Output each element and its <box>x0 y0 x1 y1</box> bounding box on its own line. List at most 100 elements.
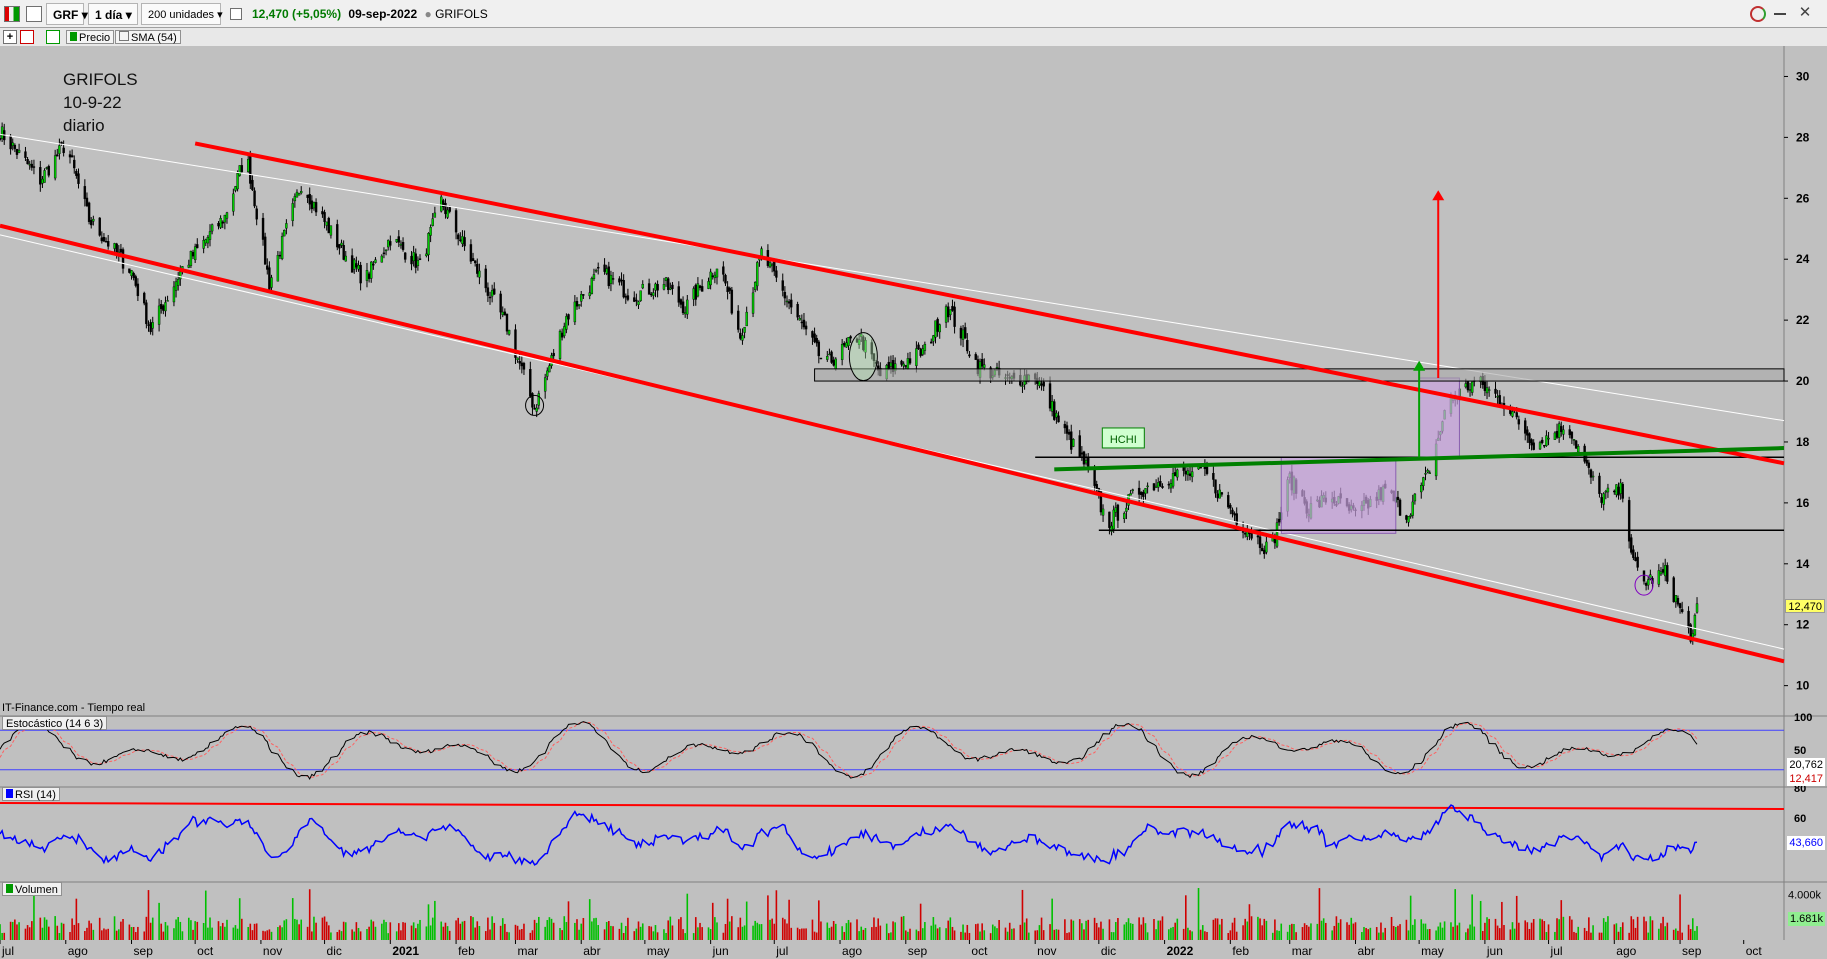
minimize-icon[interactable] <box>1774 13 1786 15</box>
candle <box>936 318 939 332</box>
volume-bar <box>1392 926 1395 940</box>
volume-bar <box>26 925 29 940</box>
volume-bar <box>504 923 506 940</box>
candle <box>683 312 687 315</box>
volume-bar <box>151 917 154 940</box>
volume-bar <box>1348 924 1350 940</box>
candlestick-chart-icon[interactable] <box>4 6 20 22</box>
info-icon[interactable] <box>230 8 242 20</box>
stochastic-title[interactable]: Estocástico (14 6 3) <box>2 716 108 730</box>
remove-indicator-icon[interactable] <box>20 30 34 44</box>
candle <box>633 297 636 302</box>
volume-bar <box>357 927 360 940</box>
candle <box>1078 435 1081 457</box>
rsi-title[interactable]: RSI (14) <box>2 787 60 801</box>
candle <box>300 191 303 194</box>
volume-bar <box>743 925 746 940</box>
candle <box>739 332 742 339</box>
price-indicator-chip[interactable]: Precio <box>66 30 115 44</box>
candle <box>456 234 460 240</box>
volume-bar <box>277 927 279 940</box>
volume-bar <box>994 926 996 940</box>
volume-bar <box>686 893 689 940</box>
candle <box>1600 497 1603 503</box>
candle <box>558 330 562 359</box>
volume-bar <box>1172 926 1174 940</box>
stochastic-panel-bg <box>0 717 1784 783</box>
volume-bar <box>849 922 852 940</box>
volume-bar <box>641 923 644 940</box>
interval-selector[interactable]: 1 día ▾ <box>88 3 138 25</box>
candle <box>15 149 19 155</box>
candle <box>1468 389 1472 391</box>
candle <box>773 260 776 272</box>
volume-bar <box>1081 923 1083 940</box>
candle <box>56 154 59 157</box>
volume-bar <box>947 920 950 940</box>
y-tick-label: 18 <box>1796 435 1810 449</box>
candle <box>162 305 165 311</box>
volume-bar <box>546 920 549 940</box>
volume-bar <box>194 921 196 940</box>
symbol-selector[interactable]: GRF ▾ <box>46 3 88 25</box>
candle <box>1411 501 1414 516</box>
rsi-tick-label: 80 <box>1794 783 1806 795</box>
units-selector[interactable]: 200 unidades ▾ <box>141 3 223 25</box>
add-indicator-icon[interactable]: + <box>3 30 17 44</box>
candle <box>817 341 821 357</box>
volume-bar <box>105 929 107 940</box>
candle <box>1101 508 1105 516</box>
candle <box>1538 442 1542 450</box>
candle <box>906 358 910 369</box>
volume-bar <box>650 926 653 940</box>
volume-bar <box>1643 916 1645 940</box>
data-source-label: IT-Finance.com - Tiempo real <box>2 702 146 714</box>
top-toolbar: GRF ▾ 1 día ▾ 200 unidades ▾ 12,470 (+5,… <box>0 0 1827 28</box>
refresh-icon[interactable] <box>1750 6 1766 22</box>
volume-bar <box>113 916 116 940</box>
candle <box>382 252 386 255</box>
candle <box>529 369 532 397</box>
candle <box>1676 598 1680 605</box>
export-icon[interactable] <box>46 30 60 44</box>
candle <box>266 265 269 270</box>
volume-bar <box>936 928 939 940</box>
close-icon[interactable]: ✕ <box>1798 4 1812 21</box>
volume-bar <box>771 918 773 940</box>
settings-icon[interactable] <box>26 6 42 22</box>
volume-bar <box>1435 930 1437 940</box>
candle <box>1021 385 1024 387</box>
volume-bar <box>818 900 820 940</box>
volume-bar <box>960 931 962 940</box>
candle <box>847 337 850 346</box>
volume-bar <box>663 929 665 940</box>
sma-indicator-chip[interactable]: SMA (54) <box>115 30 181 44</box>
volume-bar <box>635 928 638 940</box>
candle <box>1048 383 1052 409</box>
candle <box>1528 433 1531 443</box>
candle <box>389 241 392 246</box>
volume-bar <box>1528 928 1531 940</box>
volume-title[interactable]: Volumen <box>2 882 62 896</box>
volume-bar <box>1057 929 1060 940</box>
volume-bar <box>134 932 137 940</box>
x-tick-label: feb <box>458 944 475 958</box>
quote-bar: 12,470 (+5,05%) 09-sep-2022 ● GRIFOLS <box>246 3 494 25</box>
candle <box>1589 469 1593 478</box>
volume-bar <box>1613 924 1616 940</box>
x-tick-label: jun <box>712 944 729 958</box>
volume-bar <box>374 926 377 940</box>
volume-bar <box>521 928 523 940</box>
volume-bar <box>968 932 971 940</box>
volume-bar <box>1242 925 1244 940</box>
volume-bar <box>1021 889 1024 940</box>
volume-bar <box>1085 920 1087 940</box>
volume-bar <box>1244 918 1246 940</box>
candle <box>1186 470 1190 476</box>
volume-bar <box>1605 921 1607 940</box>
volume-bar <box>107 928 109 940</box>
volume-bar <box>31 921 33 940</box>
candle <box>811 331 814 338</box>
candle <box>813 333 816 342</box>
